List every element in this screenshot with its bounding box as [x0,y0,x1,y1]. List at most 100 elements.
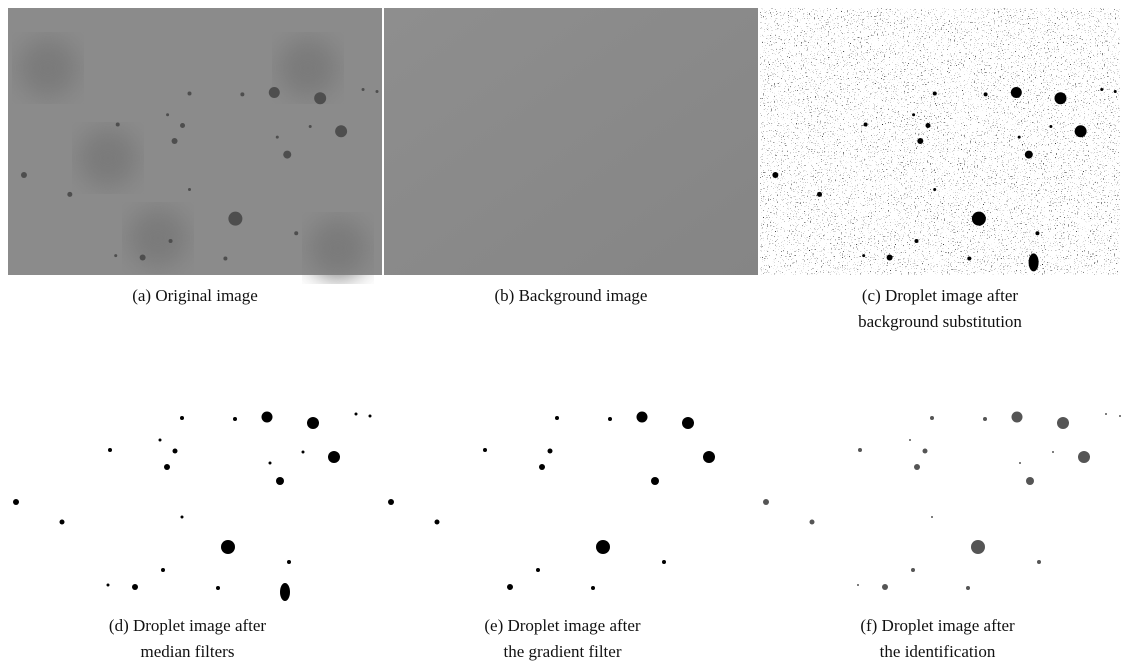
droplet [651,477,659,485]
droplet [930,416,934,420]
droplet [882,584,888,590]
droplet [180,416,184,420]
droplet [307,417,319,429]
droplet [107,584,110,587]
droplet [1012,412,1023,423]
droplet [172,138,178,144]
droplet [1019,462,1021,464]
droplet [67,192,72,197]
droplet [608,417,612,421]
panel [760,8,1120,275]
droplet [114,254,117,257]
droplet [362,88,365,91]
droplet [140,255,146,261]
caption: the identification [880,642,996,661]
droplet [917,138,923,144]
droplet [60,520,65,525]
droplet [180,123,185,128]
droplet [188,91,192,95]
blur-spot [278,38,338,98]
droplet [507,584,513,590]
droplet [269,462,272,465]
droplet [1026,477,1034,485]
droplet [21,172,27,178]
figure: (a) Original image (b) Background image (c… [0,0,1125,665]
droplet [287,560,291,564]
droplet [159,439,162,442]
droplet [369,415,372,418]
panel [13,412,372,602]
droplet [169,239,173,243]
droplet [862,254,865,257]
droplet [388,499,394,505]
droplet [262,412,273,423]
droplet [972,212,986,226]
droplet [637,412,648,423]
droplet [555,416,559,420]
droplet [933,91,937,95]
droplet [1105,413,1107,415]
droplet [269,87,280,98]
droplet [596,540,610,554]
droplet [302,451,305,454]
droplet [483,448,487,452]
droplet [1037,560,1041,564]
droplet [132,584,138,590]
droplet [1119,415,1121,417]
droplet [1100,88,1103,91]
droplet [328,451,340,463]
droplet [857,584,859,586]
droplet [1025,151,1033,159]
droplet [1011,87,1022,98]
droplet [662,560,666,564]
droplet [228,212,242,226]
droplet [703,451,715,463]
droplet [983,417,987,421]
caption: the gradient filter [503,642,621,661]
droplet [911,568,915,572]
droplet [181,516,184,519]
droplet [682,417,694,429]
droplet [926,123,931,128]
droplet [1035,231,1039,235]
droplet [376,90,379,93]
droplet [108,448,112,452]
droplet [864,123,868,127]
droplet [223,256,227,260]
droplet [912,113,915,116]
droplet [221,540,235,554]
droplet [276,136,279,139]
droplet [233,417,237,421]
droplet [933,188,936,191]
droplet-cluster [1029,253,1039,271]
panel [384,8,758,275]
droplet [216,586,220,590]
caption: (d) Droplet image after [109,616,267,635]
droplet [1057,417,1069,429]
droplet [116,123,120,127]
droplet [971,540,985,554]
droplet [923,449,928,454]
caption: (b) Background image [495,286,648,305]
droplet [335,125,347,137]
caption: (e) Droplet image after [484,616,641,635]
droplet [1114,90,1117,93]
droplet [887,255,893,261]
droplet [1054,92,1066,104]
panel [8,8,382,278]
speckle-noise [760,8,1120,275]
droplet [772,172,778,178]
droplet [909,439,911,441]
droplet [763,499,769,505]
droplet [914,239,918,243]
droplet [1075,125,1087,137]
droplet [283,151,291,159]
caption: (a) Original image [132,286,258,305]
caption: (c) Droplet image after [862,286,1019,305]
droplet [1049,125,1052,128]
blur-spot [128,208,188,268]
droplet [914,464,920,470]
droplet [355,413,358,416]
droplet [1018,136,1021,139]
blur-spot [78,128,138,188]
